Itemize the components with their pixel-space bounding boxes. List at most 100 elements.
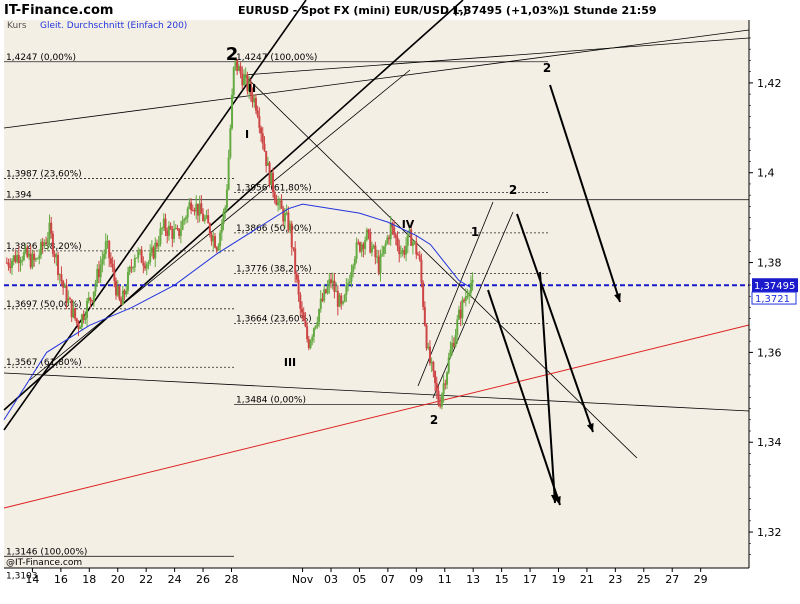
candle-body <box>126 272 129 291</box>
bottom-price-label: 1,3103 <box>6 572 38 582</box>
candle-body <box>34 258 37 260</box>
wave-label: II <box>248 82 256 95</box>
candle-body <box>254 98 257 111</box>
candle-body <box>89 297 92 301</box>
candle-body <box>152 247 155 259</box>
candle-body <box>215 247 218 250</box>
candle-body <box>84 317 87 320</box>
candle-body <box>19 260 22 264</box>
candle-body <box>101 259 104 265</box>
arrow-head <box>614 293 621 302</box>
candle-body <box>147 262 150 264</box>
x-tick-label: 23 <box>608 573 622 586</box>
candle-body <box>157 244 160 247</box>
candle-body <box>31 253 34 268</box>
candle-body <box>301 308 303 313</box>
x-tick-label: 18 <box>82 573 96 586</box>
candle-body <box>422 282 425 307</box>
candle-body <box>331 280 334 284</box>
candle-body <box>362 244 365 249</box>
candle-body <box>343 294 346 302</box>
candle-body <box>415 241 418 255</box>
candle-body <box>447 357 450 373</box>
candle-body <box>138 249 141 252</box>
candle-body <box>222 211 225 224</box>
candle-body <box>142 262 145 266</box>
arrow-head <box>554 496 561 505</box>
candle-body <box>290 223 293 248</box>
candle-body <box>184 217 187 220</box>
candle-body <box>341 301 344 304</box>
candle-body <box>434 370 437 384</box>
candle-body <box>237 66 240 71</box>
trend-line <box>432 211 514 399</box>
candle-body <box>68 298 71 300</box>
candle-body <box>231 94 234 129</box>
wave-label: 2 <box>430 413 438 427</box>
candle-body <box>307 339 310 348</box>
fib-level-label: 1,3664 (23,60%) <box>236 315 312 325</box>
candle-body <box>340 295 343 304</box>
candle-body <box>116 286 119 296</box>
candle-body <box>292 247 295 249</box>
candle-body <box>210 234 213 242</box>
trend-line <box>243 37 750 76</box>
candle-body <box>77 322 80 330</box>
candle-body <box>326 286 329 293</box>
wave-label: 2 <box>509 183 517 197</box>
candle-body <box>289 223 292 230</box>
candle-body <box>58 274 61 276</box>
candle-body <box>299 294 302 309</box>
candle-body <box>405 245 408 255</box>
candle-body <box>285 212 288 214</box>
candle-body <box>295 273 298 280</box>
candle-body <box>123 290 126 295</box>
candle-body <box>393 227 396 235</box>
candle-body <box>72 308 75 318</box>
candle-body <box>190 202 193 211</box>
candle-body <box>33 253 36 260</box>
candle-body <box>224 207 227 212</box>
candle-body <box>394 234 397 238</box>
x-tick-label: 14 <box>25 573 39 586</box>
candle-body <box>377 256 380 273</box>
candle-body <box>360 244 363 252</box>
candle-body <box>236 59 239 71</box>
candle-body <box>87 297 90 302</box>
candle-body <box>396 237 399 247</box>
fib-level-label: 1,4247 (100,00%) <box>236 53 317 63</box>
candle-body <box>161 227 164 229</box>
candle-body <box>227 157 230 190</box>
fib-level-label: 1,3697 (50,00%) <box>6 300 82 310</box>
projection-arrow <box>487 289 561 506</box>
fib-level-label: 1,3987 (23,60%) <box>6 170 82 180</box>
candle-body <box>202 213 205 222</box>
candle-body <box>169 225 172 230</box>
x-tick-label: 17 <box>523 573 537 586</box>
candle-body <box>97 268 100 278</box>
candle-body <box>111 263 114 268</box>
candle-body <box>365 229 368 241</box>
candle-body <box>403 250 406 255</box>
candle-body <box>150 247 153 253</box>
candle-body <box>22 252 25 260</box>
candle-body <box>74 308 77 319</box>
fib-level-label: 1,3866 (50,00%) <box>236 224 312 234</box>
candle-body <box>418 255 421 260</box>
candle-body <box>181 220 184 230</box>
fib-level-label: 1,3567 (61,80%) <box>6 358 82 368</box>
candle-body <box>186 208 189 218</box>
candle-body <box>367 229 370 233</box>
y-tick-label: 1,34 <box>757 436 782 449</box>
candle-body <box>198 203 201 216</box>
candle-body <box>471 279 474 283</box>
y-tick-label: 1,42 <box>757 77 782 90</box>
candle-body <box>29 253 32 268</box>
moving-average <box>3 203 471 421</box>
projection-arrow <box>516 213 594 433</box>
quote-label: 1,37495 (+1,03%) <box>452 4 563 17</box>
candle-body <box>109 258 112 264</box>
candle-body <box>456 319 459 336</box>
candle-body <box>382 246 385 254</box>
